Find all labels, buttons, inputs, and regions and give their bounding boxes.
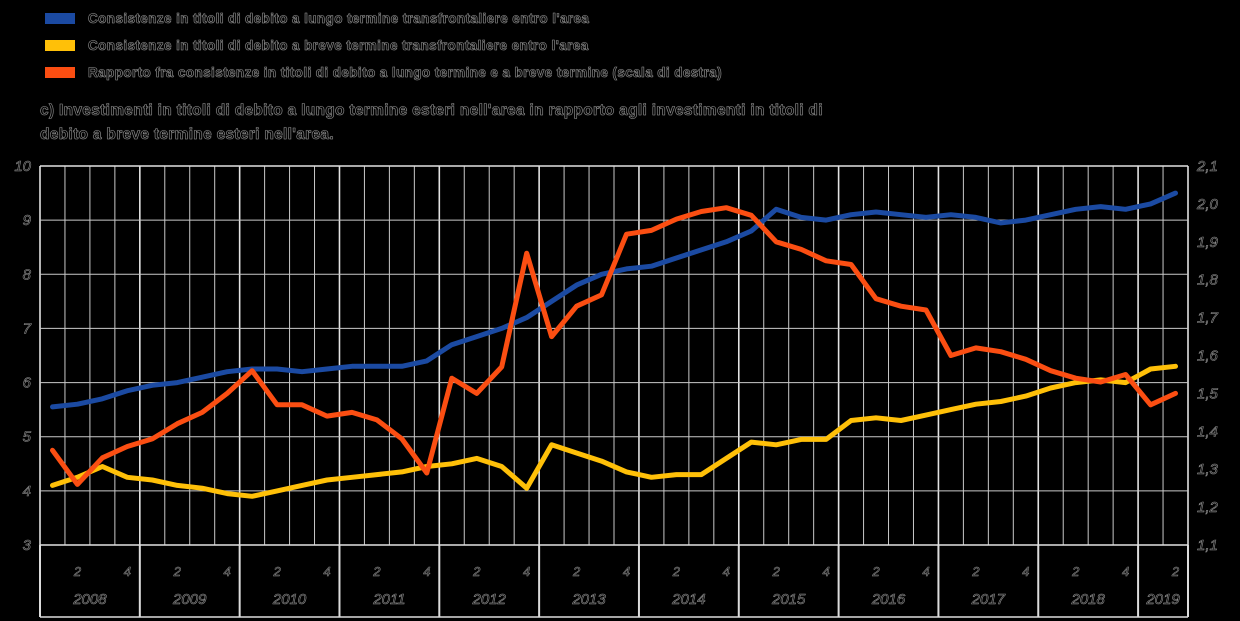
chart-legend: Consistenze in titoli di debito a lungo … bbox=[45, 5, 722, 86]
quarter-tick-label: 2 bbox=[772, 564, 781, 579]
chart-title: c) Investimenti in titoli di debito a lu… bbox=[40, 99, 1210, 147]
left-axis-label: 8 bbox=[23, 266, 32, 283]
legend-item-short-term: Consistenze in titoli di debito a breve … bbox=[45, 32, 722, 59]
quarter-tick-label: 4 bbox=[823, 564, 830, 579]
right-axis-label: 2,0 bbox=[1196, 196, 1219, 213]
quarter-tick-label: 2 bbox=[272, 564, 281, 579]
quarter-tick-label: 2 bbox=[672, 564, 681, 579]
right-axis-label: 1,1 bbox=[1197, 537, 1218, 554]
series-line-1 bbox=[50, 190, 1178, 410]
quarter-tick-label: 4 bbox=[224, 564, 231, 579]
quarter-tick-label: 4 bbox=[1122, 564, 1129, 579]
legend-item-long-term: Consistenze in titoli di debito a lungo … bbox=[45, 5, 722, 32]
series-line-2 bbox=[50, 363, 1178, 499]
legend-label-long-term: Consistenze in titoli di debito a lungo … bbox=[88, 11, 590, 27]
quarter-tick-label: 4 bbox=[323, 564, 330, 579]
right-axis-label: 1,7 bbox=[1197, 310, 1219, 327]
right-axis-label: 1,5 bbox=[1197, 385, 1219, 402]
year-label: 2008 bbox=[72, 591, 107, 608]
series-line-3 bbox=[50, 205, 1178, 487]
right-axis-label: 1,2 bbox=[1197, 499, 1219, 516]
legend-swatch-blue bbox=[45, 13, 75, 24]
right-axis-label: 1,8 bbox=[1197, 272, 1219, 289]
quarter-tick-label: 2 bbox=[1171, 564, 1180, 579]
legend-label-short-term: Consistenze in titoli di debito a breve … bbox=[88, 38, 589, 54]
quarter-tick-label: 2 bbox=[173, 564, 182, 579]
quarter-tick-label: 2 bbox=[372, 564, 381, 579]
right-axis-label: 1,3 bbox=[1197, 461, 1219, 478]
legend-swatch-orange bbox=[45, 67, 75, 78]
legend-item-ratio: Rapporto fra consistenze in titoli di de… bbox=[45, 59, 722, 86]
quarter-tick-label: 2 bbox=[971, 564, 980, 579]
year-label: 2013 bbox=[571, 591, 606, 608]
right-axis-label: 1,9 bbox=[1197, 234, 1219, 251]
quarter-tick-label: 4 bbox=[124, 564, 131, 579]
chart-title-line2: debito a breve termine esteri nell'area. bbox=[40, 126, 334, 144]
right-axis-label: 1,6 bbox=[1197, 348, 1219, 365]
right-axis-label: 2,1 bbox=[1196, 158, 1218, 175]
year-label: 2010 bbox=[272, 591, 307, 608]
year-label: 2011 bbox=[372, 591, 405, 608]
year-label: 2016 bbox=[871, 591, 906, 608]
left-axis-label: 3 bbox=[23, 537, 32, 554]
legend-swatch-yellow bbox=[45, 40, 75, 51]
quarter-tick-label: 4 bbox=[623, 564, 630, 579]
quarter-tick-label: 4 bbox=[1022, 564, 1029, 579]
year-label: 2017 bbox=[971, 591, 1006, 608]
quarter-tick-label: 2 bbox=[73, 564, 82, 579]
left-axis-label: 6 bbox=[23, 375, 32, 392]
left-axis-label: 4 bbox=[23, 483, 31, 500]
left-axis-label: 7 bbox=[23, 320, 32, 337]
quarter-tick-label: 4 bbox=[922, 564, 929, 579]
quarter-tick-label: 2 bbox=[572, 564, 581, 579]
year-label: 2014 bbox=[671, 591, 705, 608]
year-label: 2009 bbox=[172, 591, 207, 608]
right-axis-label: 1,4 bbox=[1197, 423, 1218, 440]
quarter-tick-label: 4 bbox=[723, 564, 730, 579]
left-axis-label: 10 bbox=[14, 158, 31, 175]
left-axis-label: 9 bbox=[23, 212, 32, 229]
year-label: 2018 bbox=[1070, 591, 1105, 608]
quarter-tick-label: 2 bbox=[472, 564, 481, 579]
chart-title-line1: c) Investimenti in titoli di debito a lu… bbox=[40, 102, 823, 120]
left-axis-label: 5 bbox=[23, 429, 32, 446]
year-label: 2012 bbox=[472, 591, 507, 608]
legend-label-ratio: Rapporto fra consistenze in titoli di de… bbox=[88, 65, 723, 81]
quarter-tick-label: 4 bbox=[423, 564, 430, 579]
quarter-tick-label: 2 bbox=[1071, 564, 1080, 579]
quarter-tick-label: 4 bbox=[523, 564, 530, 579]
year-label: 2019 bbox=[1145, 591, 1180, 608]
quarter-tick-label: 2 bbox=[871, 564, 880, 579]
year-label: 2015 bbox=[771, 591, 806, 608]
